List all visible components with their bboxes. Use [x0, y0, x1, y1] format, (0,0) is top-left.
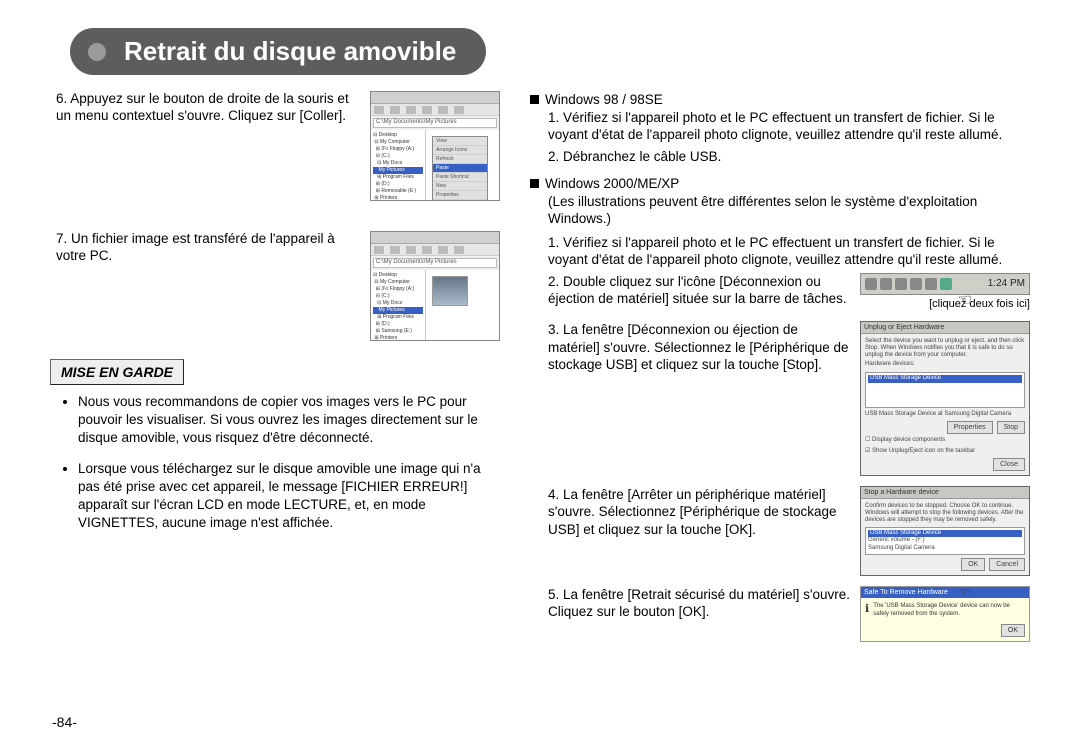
tray-icon — [910, 278, 922, 290]
dialog-title: Stop a Hardware device — [861, 487, 1029, 499]
page-container: Retrait du disque amovible 6. Appuyez su… — [0, 0, 1080, 746]
page-title-pill: Retrait du disque amovible — [70, 28, 486, 75]
step-6-row: 6. Appuyez sur le bouton de droite de la… — [50, 91, 500, 201]
tray-icon — [865, 278, 877, 290]
caution-item-2: Lorsque vous téléchargez sur le disque a… — [78, 460, 500, 533]
transferred-image-thumb — [432, 276, 468, 306]
dialog-title: Safe To Remove Hardware — [861, 587, 1029, 598]
two-column-layout: 6. Appuyez sur le bouton de droite de la… — [50, 91, 1030, 652]
caution-list: Nous vous recommandons de copier vos ima… — [50, 385, 500, 533]
bullet-square-icon — [530, 179, 539, 188]
os2-step2: 2. Double cliquez sur l'icône [Déconnexi… — [548, 274, 847, 307]
caution-item-1: Nous vous recommandons de copier vos ima… — [78, 393, 500, 448]
os2-step5-row: 5. La fenêtre [Retrait sécurisé du matér… — [530, 586, 1030, 642]
properties-button[interactable]: Properties — [947, 421, 993, 434]
right-column: Windows 98 / 98SE 1. Vérifiez si l'appar… — [530, 91, 1030, 652]
folder-tree: ⊟ Desktop ⊟ My Computer ⊞ 3½ Floppy (A:)… — [371, 130, 426, 201]
tray-icon — [895, 278, 907, 290]
safe-remove-dialog: Safe To Remove Hardware ℹ The 'USB Mass … — [860, 586, 1030, 642]
ok-button[interactable]: OK — [1001, 624, 1025, 637]
context-menu: View Arrange Icons Refresh Paste Paste S… — [432, 136, 488, 201]
os2-note: (Les illustrations peuvent être différen… — [530, 193, 1030, 228]
unplug-hardware-dialog: Unplug or Eject Hardware Select the devi… — [860, 321, 1030, 475]
caution-section: MISE EN GARDE Nous vous recommandons de … — [50, 359, 500, 533]
tray-icon — [880, 278, 892, 290]
close-button[interactable]: Close — [993, 458, 1025, 471]
os-win98-label: Windows 98 / 98SE — [545, 91, 663, 109]
left-column: 6. Appuyez sur le bouton de droite de la… — [50, 91, 500, 652]
tray-clock: 1:24 PM — [988, 277, 1025, 290]
os2-step4: 4. La fenêtre [Arrêter un périphérique m… — [548, 487, 837, 537]
os2-step5: 5. La fenêtre [Retrait sécurisé du matér… — [548, 587, 850, 620]
hand-cursor-icon: ☜ — [958, 583, 971, 601]
hand-cursor-icon: ☜ — [958, 291, 972, 312]
step-7-text: 7. Un fichier image est transféré de l'a… — [50, 231, 358, 265]
usb-device-sel: USB Mass Storage Device — [868, 530, 1022, 538]
stop-hardware-dialog: Stop a Hardware device Confirm devices t… — [860, 486, 1030, 576]
os-win2000-block: Windows 2000/ME/XP (Les illustrations pe… — [530, 175, 1030, 642]
stop-button[interactable]: Stop — [997, 421, 1025, 434]
tray-eject-icon — [940, 278, 952, 290]
ok-button[interactable]: OK — [961, 558, 985, 571]
explorer-screenshot-paste: C:\My Documents\My Pictures ⊟ Desktop ⊟ … — [370, 91, 500, 201]
os2-step4-row: 4. La fenêtre [Arrêter un périphérique m… — [530, 486, 1030, 576]
os-win2000-label: Windows 2000/ME/XP — [545, 175, 679, 193]
os1-step2: 2. Débranchez le câble USB. — [548, 148, 1030, 166]
context-menu-paste: Paste — [433, 164, 487, 173]
page-number: -84- — [52, 714, 77, 730]
step-7-row: 7. Un fichier image est transféré de l'a… — [50, 231, 500, 341]
caution-label: MISE EN GARDE — [50, 359, 184, 385]
os-win98-block: Windows 98 / 98SE 1. Vérifiez si l'appar… — [530, 91, 1030, 165]
os1-step1: 1. Vérifiez si l'appareil photo et le PC… — [548, 109, 1030, 144]
usb-device-item: USB Mass Storage Device — [868, 375, 1022, 383]
bullet-square-icon — [530, 95, 539, 104]
os2-step1: 1. Vérifiez si l'appareil photo et le PC… — [548, 234, 1030, 269]
os2-step3: 3. La fenêtre [Déconnexion ou éjection d… — [548, 322, 849, 372]
system-tray-screenshot: 1:24 PM ☜ [cliquez deux fois ici] — [860, 273, 1030, 311]
address-bar: C:\My Documents\My Pictures — [373, 118, 497, 128]
cancel-button[interactable]: Cancel — [989, 558, 1025, 571]
os2-step2-row: 2. Double cliquez sur l'icône [Déconnexi… — [530, 273, 1030, 311]
step-6-text: 6. Appuyez sur le bouton de droite de la… — [50, 91, 358, 125]
page-title: Retrait du disque amovible — [124, 36, 456, 66]
info-icon: ℹ — [865, 602, 869, 616]
os2-step3-row: 3. La fenêtre [Déconnexion ou éjection d… — [530, 321, 1030, 475]
tray-caption: [cliquez deux fois ici] — [860, 297, 1030, 311]
tray-icon — [925, 278, 937, 290]
explorer-screenshot-result: C:\My Documents\My Pictures ⊟ Desktop ⊟ … — [370, 231, 500, 341]
dialog-title: Unplug or Eject Hardware — [861, 322, 1029, 334]
address-bar-2: C:\My Documents\My Pictures — [373, 258, 497, 268]
